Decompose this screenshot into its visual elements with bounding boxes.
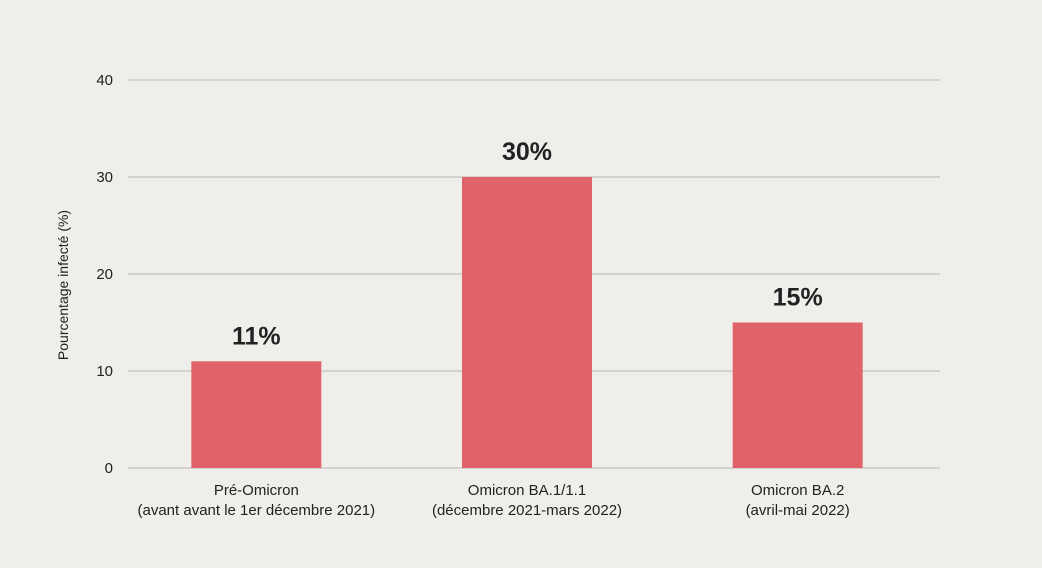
y-tick-label: 30 [96, 169, 113, 186]
y-tick-label: 10 [96, 363, 113, 380]
x-tick-label: Omicron BA.1/1.1 [468, 482, 586, 499]
bar [462, 177, 592, 468]
x-tick-label: (avril-mai 2022) [746, 502, 850, 519]
x-tick-label: (décembre 2021-mars 2022) [432, 502, 622, 519]
x-tick-label: Pré-Omicron [214, 482, 299, 499]
y-tick-label: 0 [105, 460, 113, 477]
x-tick-label: (avant avant le 1er décembre 2021) [138, 502, 376, 519]
labels: 0 10 20 30 40 11% Pré-Omicron (avant avant le 1… [96, 72, 849, 519]
bar-value-label: 15% [773, 284, 823, 312]
bar [191, 361, 322, 468]
y-axis-title: Pourcentage infecté (%) [55, 210, 71, 360]
y-tick-label: 20 [96, 266, 113, 283]
bar-value-label: 11% [232, 322, 281, 350]
x-tick-label: Omicron BA.2 [751, 482, 844, 499]
bar [732, 322, 863, 468]
y-tick-label: 40 [96, 72, 113, 89]
bar-value-label: 30% [502, 138, 552, 166]
bars [191, 177, 863, 468]
